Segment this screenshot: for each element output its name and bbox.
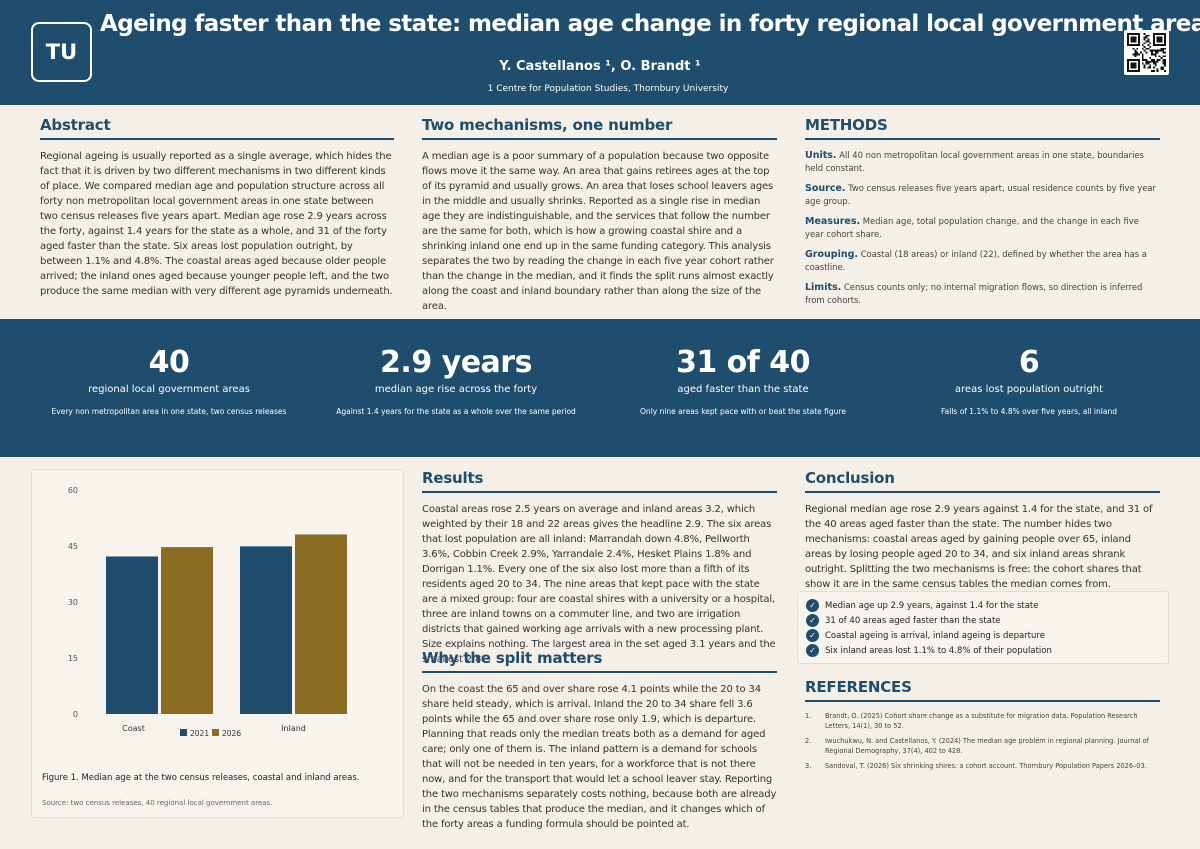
stat-value: 31 of 40 <box>675 345 811 380</box>
checklist-item: ✓ 31 of 40 areas aged faster than the sta… <box>806 613 1168 628</box>
legend-swatch <box>212 729 219 736</box>
abstract-section: Abstract Regional ageing is usually repo… <box>40 116 394 299</box>
references-section: REFERENCES 1. Brandt, O. (2025) Cohort sh… <box>805 678 1160 776</box>
why-heading: Why the split matters <box>422 649 777 673</box>
check-icon: ✓ <box>806 599 819 612</box>
poster-title: Ageing faster than the state: median age… <box>100 11 1200 37</box>
reference-item: 1. Brandt, O. (2025) Cohort share change … <box>805 712 1138 730</box>
methods-item-grouping: Grouping. Coastal (18 areas) or inland (… <box>805 249 1147 272</box>
key-findings-checklist: ✓ Median age up 2.9 years, against 1.4 fo… <box>797 591 1169 664</box>
stat-label: regional local government areas <box>88 384 250 395</box>
stat-note: Only nine areas kept pace with or beat t… <box>640 407 846 416</box>
figure-card: 0 15 30 45 60 Coast Inland 2021 2026 Figure 1. M… <box>31 469 404 818</box>
stat-note: Against 1.4 years for the state as a who… <box>336 407 576 416</box>
mechanisms-section: Two mechanisms, one number A median age … <box>422 116 777 314</box>
checklist-item: ✓ Six inland areas lost 1.1% to 4.8% of t… <box>806 643 1168 658</box>
stat-label: aged faster than the state <box>677 384 809 395</box>
methods-item-units: Units. All 40 non metropolitan local gov… <box>805 150 1144 173</box>
affiliation: 1 Centre for Population Studies, Thornbu… <box>487 84 729 94</box>
stat-label: areas lost population outright <box>954 384 1104 395</box>
poster-header: TU Ageing faster than the state: median … <box>0 0 1200 105</box>
median-age-bar-chart: 0 15 30 45 60 Coast Inland 2021 2026 <box>68 486 347 738</box>
results-heading: Results <box>422 469 777 493</box>
results-text: Coastal areas rose 2.5 years on average … <box>422 504 776 665</box>
y-tick-label: 0 <box>73 710 78 719</box>
qr-code-icon <box>1124 30 1169 75</box>
abstract-heading: Abstract <box>40 116 394 140</box>
reference-item: 3. Sandoval, T. (2026) Six shrinking shir… <box>805 762 1147 770</box>
abstract-text: Regional ageing is usually reported as a… <box>40 151 393 297</box>
check-icon: ✓ <box>806 629 819 642</box>
bar <box>295 534 347 714</box>
why-section: Why the split matters On the coast the 6… <box>422 649 777 832</box>
legend-label: 2026 <box>222 729 241 738</box>
stat-note: Falls of 1.1% to 4.8% over five years, a… <box>941 407 1117 416</box>
figure-caption: Figure 1. Median age at the two census r… <box>42 773 360 783</box>
stat-value: 2.9 years <box>380 345 532 380</box>
y-tick-label: 60 <box>68 486 78 495</box>
checklist-item: ✓ Median age up 2.9 years, against 1.4 fo… <box>806 598 1168 613</box>
conclusion-text: Regional median age rose 2.9 years again… <box>805 504 1153 590</box>
results-section: Results Coastal areas rose 2.5 years on … <box>422 469 777 667</box>
y-tick-label: 30 <box>68 598 78 607</box>
x-tick-label: Coast <box>122 724 145 733</box>
authors: Y. Castellanos ¹, O. Brandt ¹ <box>499 59 701 74</box>
bar <box>161 547 213 714</box>
methods-heading: METHODS <box>805 116 1160 140</box>
reference-item: 2. Iwuchukwu, N. and Castellanos, Y. (202… <box>805 737 1149 755</box>
bar <box>106 556 158 714</box>
conclusion-heading: Conclusion <box>805 469 1160 493</box>
checklist-item: ✓ Coastal ageing is arrival, inland agein… <box>806 628 1168 643</box>
legend-swatch <box>180 729 187 736</box>
university-logo: TU <box>31 22 92 82</box>
why-text: On the coast the 65 and over share rose … <box>422 684 777 830</box>
bar <box>240 546 292 714</box>
mechanisms-heading: Two mechanisms, one number <box>422 116 777 140</box>
stats-band: 40 regional local government areas Every… <box>0 319 1200 457</box>
stat-value: 40 <box>148 345 190 380</box>
check-icon: ✓ <box>806 644 819 657</box>
references-heading: REFERENCES <box>805 678 1160 702</box>
check-icon: ✓ <box>806 614 819 627</box>
methods-item-measures: Measures. Median age, total population c… <box>805 216 1139 239</box>
stat-label: median age rise across the forty <box>374 384 538 395</box>
y-tick-label: 15 <box>68 654 78 663</box>
figure-source: Source: two census releases, 40 regional… <box>42 799 273 807</box>
stat-note: Every non metropolitan area in one state… <box>51 407 287 416</box>
y-tick-label: 45 <box>68 542 78 551</box>
mechanisms-text: A median age is a poor summary of a popu… <box>422 151 774 312</box>
methods-item-limits: Limits. Census counts only; no internal … <box>805 282 1143 305</box>
legend-label: 2021 <box>190 729 209 738</box>
x-tick-label: Inland <box>281 724 306 733</box>
methods-section: METHODS Units. All 40 non metropolitan l… <box>805 116 1160 314</box>
conclusion-section: Conclusion Regional median age rose 2.9 … <box>805 469 1160 592</box>
methods-item-source: Source. Two census releases five years a… <box>805 183 1156 206</box>
stat-value: 6 <box>1018 345 1040 380</box>
